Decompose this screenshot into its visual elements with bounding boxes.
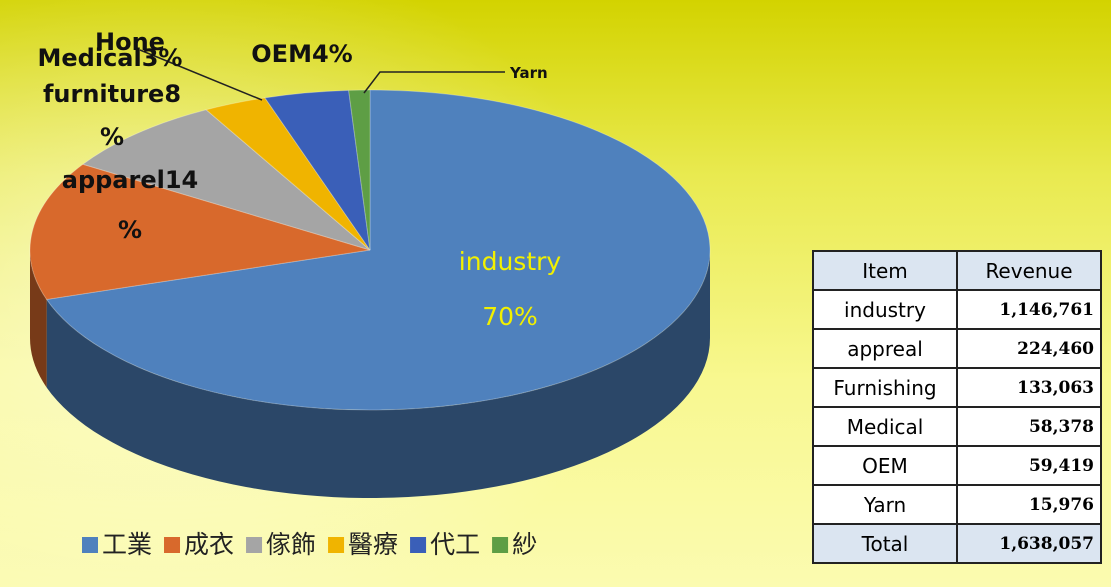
data-label: furniture8% <box>43 80 181 151</box>
annotation: Hone <box>95 28 165 56</box>
table-row: industry 1,146,761 <box>812 289 1102 330</box>
table-row: Furnishing 133,063 <box>812 367 1102 408</box>
legend-label: 代工 <box>430 530 480 559</box>
item-cell: Total <box>812 523 958 564</box>
slice <box>81 109 371 251</box>
slice <box>29 163 371 300</box>
table-row: Yarn 15,976 <box>812 484 1102 525</box>
table-row: Medical 58,378 <box>812 406 1102 447</box>
item-cell: industry <box>812 289 958 330</box>
pie <box>29 89 711 499</box>
legend-swatch <box>492 537 509 553</box>
data-label: Yarn <box>509 64 548 82</box>
revenue-cell: 1,638,057 <box>956 523 1102 564</box>
item-cell: appreal <box>812 328 958 369</box>
legend-swatch <box>82 537 98 553</box>
table-header: Revenue <box>956 250 1102 291</box>
legend-label: 紗 <box>512 530 537 559</box>
item-cell: OEM <box>812 445 958 486</box>
revenue-cell: 58,378 <box>956 406 1102 447</box>
revenue-cell: 59,419 <box>956 445 1102 486</box>
slice <box>348 89 371 251</box>
legend-swatch <box>164 537 181 553</box>
slice-side <box>30 250 47 388</box>
data-label: Medical3% <box>38 44 183 72</box>
table-row: appreal 224,460 <box>812 328 1102 369</box>
item-cell: Yarn <box>812 484 958 525</box>
leader-line <box>363 71 505 94</box>
data-label: OEM4% <box>251 40 352 68</box>
legend-swatch <box>410 537 427 553</box>
table-row: OEM 59,419 <box>812 445 1102 486</box>
item-cell: Medical <box>812 406 958 447</box>
table-row: Total 1,638,057 <box>812 523 1102 564</box>
legend-label: 成衣 <box>184 530 234 559</box>
chart: Hone industry 70% apparel14 % furniture8 % Med… <box>0 0 800 587</box>
revenue-cell: 224,460 <box>956 328 1102 369</box>
legend-swatch <box>246 537 263 553</box>
legend-label: 工業 <box>102 530 152 559</box>
revenue-cell: 1,146,761 <box>956 289 1102 330</box>
slice <box>45 89 711 411</box>
data-label: industry 70% <box>459 247 562 331</box>
legend-label: 傢飾 <box>266 530 316 559</box>
legend-label: 醫療 <box>348 530 398 559</box>
table-header: Item <box>812 250 958 291</box>
legend-swatch <box>328 537 345 553</box>
revenue-cell: 15,976 <box>956 484 1102 525</box>
leader-line <box>139 49 263 101</box>
revenue-table: Item Revenue industry 1,146,761 appreal 224,… <box>812 250 1102 564</box>
data-label: apparel14% <box>62 166 199 244</box>
slice <box>205 97 371 251</box>
slice <box>264 89 371 251</box>
item-cell: Furnishing <box>812 367 958 408</box>
revenue-cell: 133,063 <box>956 367 1102 408</box>
slice-side <box>46 250 710 499</box>
